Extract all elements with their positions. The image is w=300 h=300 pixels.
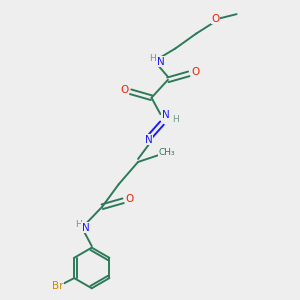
Text: N: N [162,110,170,120]
Text: O: O [120,85,128,95]
Text: H: H [172,115,179,124]
Text: CH₃: CH₃ [158,148,175,157]
Text: Br: Br [52,281,64,292]
Text: H: H [75,220,82,229]
Text: O: O [212,14,220,24]
Text: N: N [157,57,164,67]
Text: N: N [145,134,152,145]
Text: O: O [191,68,200,77]
Text: N: N [82,223,90,232]
Text: O: O [126,194,134,204]
Text: H: H [149,54,156,63]
